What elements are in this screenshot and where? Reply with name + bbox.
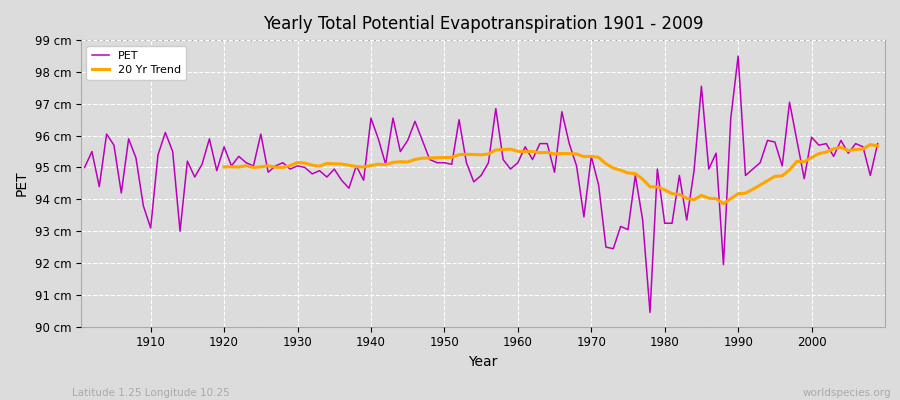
Line: 20 Yr Trend: 20 Yr Trend [224, 145, 878, 204]
20 Yr Trend [770, 174, 780, 179]
20 Yr Trend [718, 201, 729, 206]
20 Yr Trend [417, 156, 428, 160]
PET [505, 167, 516, 172]
PET [79, 165, 90, 170]
20 Yr Trend [784, 168, 795, 172]
PET [344, 186, 355, 190]
20 Yr Trend [850, 147, 861, 152]
Text: Latitude 1.25 Longitude 10.25: Latitude 1.25 Longitude 10.25 [72, 388, 230, 398]
Text: worldspecies.org: worldspecies.org [803, 388, 891, 398]
X-axis label: Year: Year [468, 355, 498, 369]
Title: Yearly Total Potential Evapotranspiration 1901 - 2009: Yearly Total Potential Evapotranspiratio… [263, 15, 703, 33]
20 Yr Trend [674, 192, 685, 197]
PET [872, 141, 883, 146]
PET [600, 245, 611, 250]
PET [644, 310, 655, 315]
PET [138, 203, 148, 208]
20 Yr Trend [307, 163, 318, 168]
PET [733, 54, 743, 58]
Y-axis label: PET: PET [15, 171, 29, 196]
20 Yr Trend [872, 144, 883, 148]
Line: PET: PET [85, 56, 878, 312]
Legend: PET, 20 Yr Trend: PET, 20 Yr Trend [86, 46, 186, 80]
20 Yr Trend [865, 142, 876, 147]
PET [512, 160, 523, 165]
20 Yr Trend [219, 164, 230, 169]
PET [300, 165, 310, 170]
